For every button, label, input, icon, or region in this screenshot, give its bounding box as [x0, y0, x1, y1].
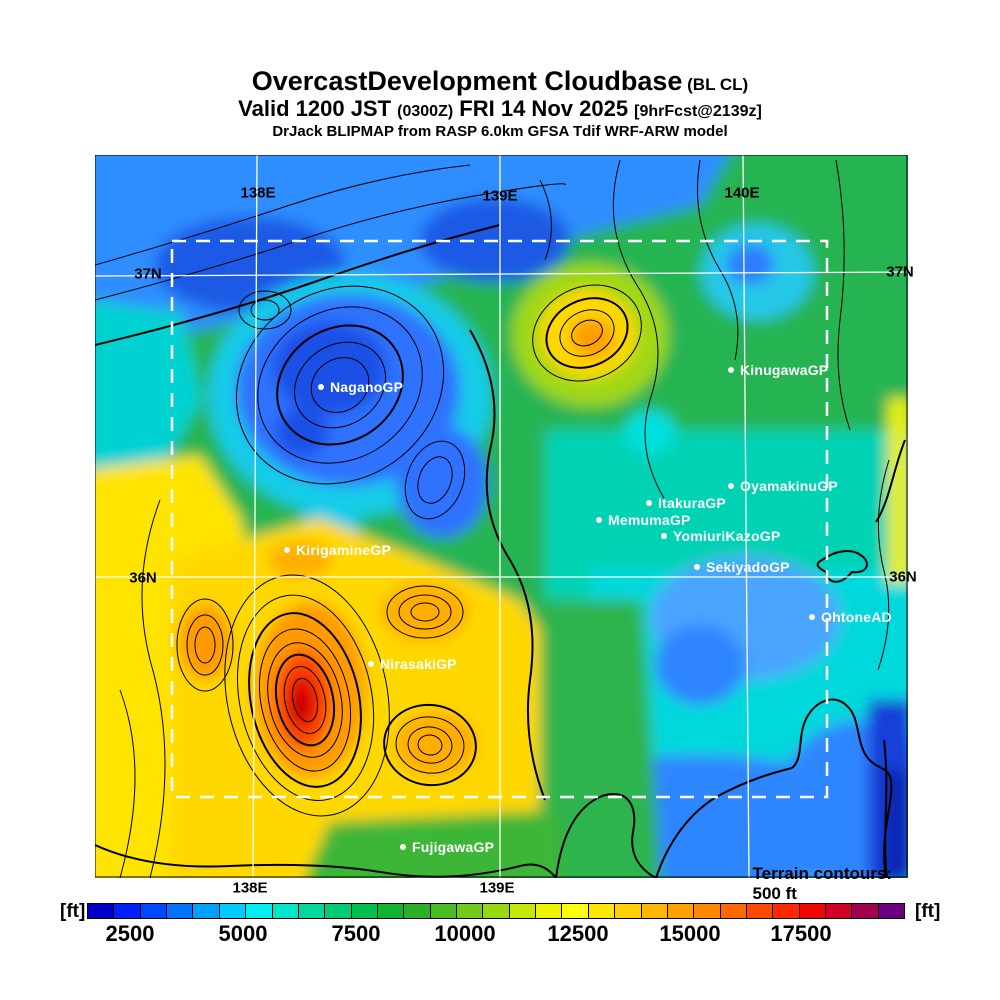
colorbar-cell-4 [193, 904, 220, 918]
coastline-paths [95, 439, 906, 878]
colorbar-cell-17 [536, 904, 563, 918]
valid-time-line: Valid 1200 JST (0300Z) FRI 14 Nov 2025 [… [0, 96, 1000, 122]
colorbar-cell-1 [114, 904, 141, 918]
model-line: DrJack BLIPMAP from RASP 6.0km GFSA Tdif… [272, 122, 728, 140]
colorbar-cell-3 [167, 904, 194, 918]
colorbar-cell-30 [878, 904, 905, 918]
colorbar-cell-14 [457, 904, 484, 918]
colorbar-tick-7500: 7500 [331, 921, 381, 946]
graticule-lines [95, 155, 908, 878]
grid-label-138e-7: 138E [232, 879, 268, 897]
colorbar-cell-19 [588, 904, 616, 918]
colorbar-cell-22 [667, 904, 695, 918]
colorbar-cell-28 [826, 904, 853, 918]
colorbar-cell-12 [404, 904, 431, 918]
grid-label-139e-8: 139E [479, 879, 515, 897]
valid-time-zulu: (0300Z) [397, 103, 454, 121]
model-subdomain-box [170, 239, 829, 799]
colorbar-cell-23 [694, 904, 721, 918]
colorbar-cell-16 [509, 904, 537, 918]
colorbar-cell-15 [483, 904, 510, 918]
colorbar-unit-left: [ft] [60, 901, 86, 922]
colorbar-cell-26 [773, 904, 800, 918]
map-border [95, 155, 908, 878]
colorbar-cell-8 [298, 904, 326, 918]
title-block: OvercastDevelopment Cloudbase (BL CL) Va… [0, 66, 1000, 141]
colorbar-cell-2 [140, 904, 168, 918]
colorbar-cell-21 [641, 904, 668, 918]
colorbar-tick-5000: 5000 [218, 921, 268, 946]
colorbar-cell-20 [615, 904, 642, 918]
colorbar-cell-9 [325, 904, 352, 918]
colorbar-cell-7 [272, 904, 299, 918]
colorbar-unit-right: [ft] [915, 901, 941, 922]
chart-title-main: OvercastDevelopment Cloudbase [251, 66, 683, 96]
colorbar-cell-0 [88, 904, 115, 918]
colorbar-cell-27 [799, 904, 827, 918]
valid-time-prefix: Valid 1200 JST [238, 96, 398, 122]
colorbar-cell-25 [746, 904, 774, 918]
cloudbase-color-field [95, 155, 908, 878]
colorbar-tick-2500: 2500 [105, 921, 155, 946]
colorbar-cell-6 [246, 904, 273, 918]
colorbar-cell-10 [351, 904, 378, 918]
colorbar-cell-18 [562, 904, 589, 918]
colorbar-tick-17500: 17500 [770, 921, 832, 946]
chart-title-suffix: (BL CL) [682, 75, 749, 94]
colorbar-cell-29 [852, 904, 879, 918]
colorbar-cell-13 [430, 904, 458, 918]
colorbar-cell-24 [720, 904, 747, 918]
colorbar-cell-5 [219, 904, 247, 918]
chart-title: OvercastDevelopment Cloudbase (BL CL) [0, 66, 1000, 96]
colorbar-tick-10000: 10000 [434, 921, 496, 946]
colorbar-tick-labels: 2500 5000 7500 10000 12500 15000 17500 [87, 921, 905, 949]
valid-date: FRI 14 Nov 2025 [453, 96, 635, 122]
colorbar-cell-11 [377, 904, 405, 918]
map-canvas [95, 155, 908, 878]
forecast-run-tag: [9hrFcst@2139z] [634, 103, 762, 121]
colorbar-tick-15000: 15000 [659, 921, 721, 946]
colorbar-tick-12500: 12500 [547, 921, 609, 946]
colorbar [87, 903, 905, 919]
terrain-contour-lines [95, 159, 890, 878]
